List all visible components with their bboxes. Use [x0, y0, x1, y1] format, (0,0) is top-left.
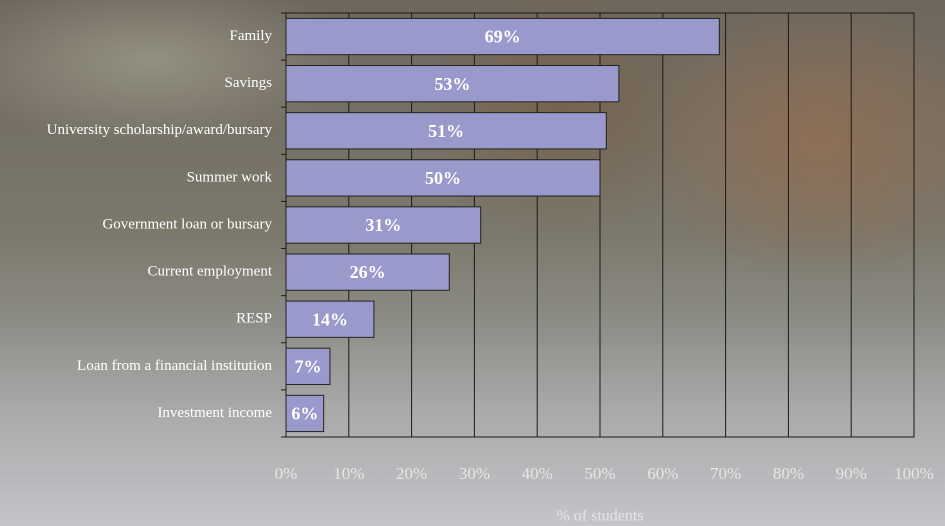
value-label: 69%	[485, 27, 521, 47]
x-tick-label: 20%	[396, 464, 427, 483]
x-tick-label: 80%	[773, 464, 804, 483]
y-tick-label: Summer work	[187, 169, 273, 185]
bar	[285, 65, 620, 103]
bar	[285, 17, 720, 56]
y-tick-label: Government loan or bursary	[102, 216, 272, 232]
bar	[285, 112, 607, 150]
value-label: 7%	[294, 356, 321, 376]
value-label: 26%	[350, 262, 386, 282]
bar	[285, 347, 331, 385]
x-tick-label: 60%	[647, 464, 678, 483]
x-tick-label: 70%	[710, 464, 741, 483]
x-tick-label: 10%	[333, 464, 364, 483]
x-tick-label: 50%	[584, 464, 615, 483]
y-tick-label: Savings	[224, 75, 272, 91]
value-label: 50%	[425, 168, 461, 188]
bar	[285, 300, 375, 338]
value-label: 53%	[434, 74, 470, 94]
bar	[285, 206, 482, 244]
x-tick-label: 40%	[522, 464, 553, 483]
y-tick-label: Family	[229, 28, 272, 44]
x-axis-title: % of students	[556, 508, 643, 525]
value-label: 31%	[365, 215, 401, 235]
y-tick-label: Investment income	[157, 405, 272, 421]
value-label: 6%	[291, 404, 318, 424]
x-tick-label: 90%	[836, 464, 867, 483]
bar	[285, 394, 325, 433]
value-label: 51%	[428, 121, 464, 141]
y-tick-label: RESP	[236, 311, 272, 327]
y-tick-label: University scholarship/award/bursary	[47, 122, 273, 138]
y-tick-label: Current employment	[147, 264, 272, 280]
bar	[285, 159, 601, 197]
x-tick-label: 100%	[894, 464, 934, 483]
bar	[285, 253, 450, 291]
value-label: 14%	[312, 309, 348, 329]
x-tick-label: 0%	[275, 464, 298, 483]
y-tick-label: Loan from a financial institution	[77, 358, 272, 374]
x-tick-label: 30%	[459, 464, 490, 483]
